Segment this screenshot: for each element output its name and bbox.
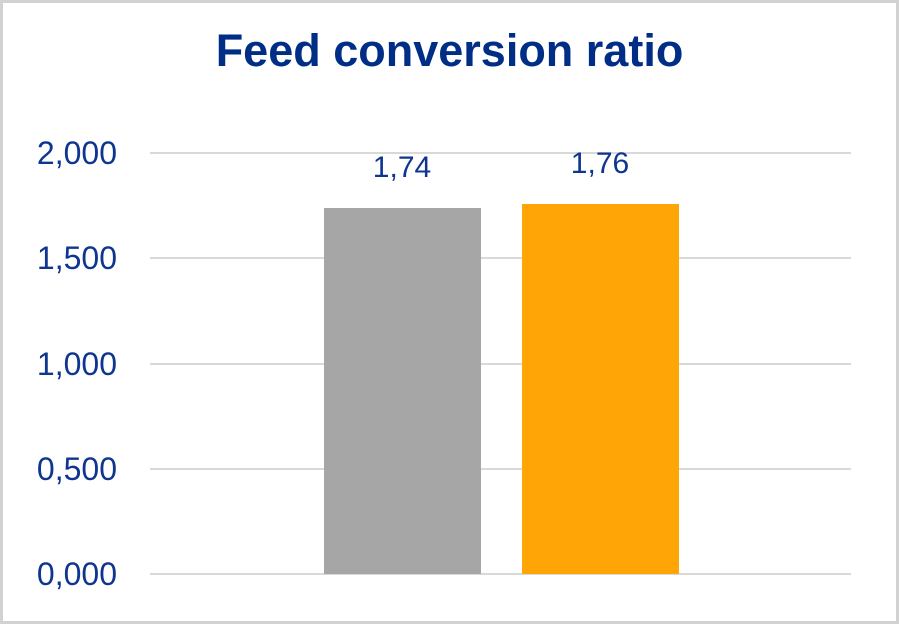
y-gridline [150,467,851,470]
y-axis-tick-label: 2,000 [36,135,117,171]
bar-value-label: 1,74 [372,150,432,184]
chart-title: Feed conversion ratio [215,25,684,76]
y-axis-tick-label: 1,000 [36,345,117,382]
y-gridline [150,152,851,154]
y-axis-tick-label: 0,000 [36,556,117,592]
bar-value-label: 1,76 [570,146,630,180]
y-gridline [150,573,851,575]
bar [323,207,481,574]
y-axis-tick-label: 0,500 [36,450,117,487]
bar [521,203,679,574]
plot-area: 0,000 0,500 1,000 1,500 2,000 1,74 1,76 [3,3,896,621]
y-axis-tick-label: 1,500 [36,240,117,277]
y-gridline [150,362,851,365]
y-gridline [150,257,851,260]
